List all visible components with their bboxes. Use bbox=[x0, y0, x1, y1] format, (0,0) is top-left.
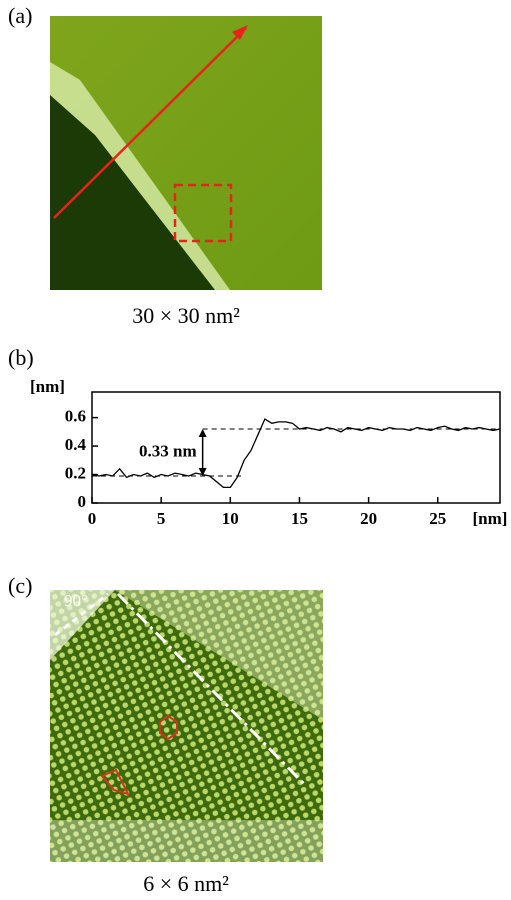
arrow-head bbox=[232, 25, 248, 40]
angle-label: 90° bbox=[64, 591, 88, 610]
x-tick-label: 5 bbox=[157, 509, 166, 528]
panel-label: (a) bbox=[8, 3, 32, 28]
profile-chart: 0 0.2 0.4 0.6 0 5 10 15 20 25 [nm] [nm] 0.33 nm bbox=[30, 377, 507, 528]
plot-frame bbox=[91, 391, 501, 504]
y-tick-label: 0 bbox=[78, 492, 87, 511]
x-tick-label: 0 bbox=[88, 509, 97, 528]
lower-terrace bbox=[50, 95, 215, 290]
profile-line bbox=[91, 418, 501, 488]
bright-region bbox=[50, 590, 115, 660]
hexagon bbox=[159, 714, 178, 741]
x-tick-label: 20 bbox=[360, 509, 377, 528]
x-tick-label: 15 bbox=[291, 509, 308, 528]
annotation: 0.33 nm bbox=[139, 441, 197, 460]
x-tick-label: 25 bbox=[429, 509, 446, 528]
y-tick-label: 0.4 bbox=[65, 435, 87, 454]
bright-region bbox=[115, 590, 323, 720]
arrow-head bbox=[198, 429, 207, 437]
y-axis-label: [nm] bbox=[30, 377, 65, 396]
x-axis-label: [nm] bbox=[473, 509, 508, 528]
unit-cell bbox=[100, 768, 130, 796]
panel-label: (c) bbox=[8, 573, 32, 598]
bright-region bbox=[50, 820, 323, 862]
profile-arrow bbox=[53, 27, 247, 219]
zoom-box bbox=[173, 183, 233, 243]
guide-line bbox=[116, 592, 307, 787]
stm-image bbox=[50, 590, 323, 862]
y-tick-label: 0.6 bbox=[65, 407, 86, 426]
x-tick-label: 10 bbox=[222, 509, 239, 528]
caption: 30 × 30 nm² bbox=[132, 303, 240, 328]
caption: 6 × 6 nm² bbox=[143, 871, 229, 896]
y-tick-label: 0.2 bbox=[65, 463, 86, 482]
arrow-head bbox=[198, 467, 207, 476]
panel-label: (b) bbox=[8, 345, 34, 370]
guide-line bbox=[54, 592, 109, 637]
